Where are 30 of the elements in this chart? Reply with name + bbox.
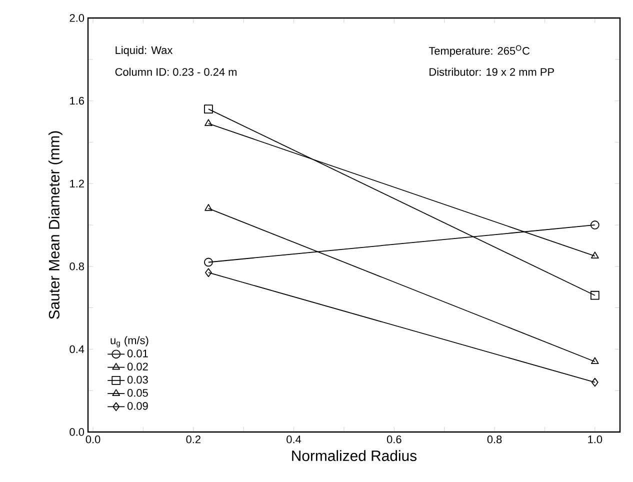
point	[205, 268, 212, 278]
x-tick-label: 0.2	[186, 436, 200, 444]
point	[590, 220, 600, 230]
legend-label: 0.02	[127, 362, 148, 370]
y-tick-label: 0.8	[70, 262, 84, 270]
x-tick-label: 0.4	[286, 436, 302, 444]
x-tick-label: 0.8	[487, 436, 502, 444]
point	[204, 258, 213, 267]
legend-title: u$_{g}$ (m/s)	[110, 336, 148, 348]
x-tick-label: 1.0	[588, 436, 602, 444]
legend-label: 0.01	[127, 350, 148, 358]
y-tick-label: 0.4	[70, 345, 84, 354]
legend-label: 0.09	[127, 402, 148, 410]
x-tick-label: 0.0	[86, 436, 100, 444]
point	[204, 104, 213, 114]
y-tick-label: 1.2	[70, 180, 84, 188]
point	[591, 378, 598, 387]
annotation: Column ID: 0.23 - 0.24 m	[115, 68, 236, 76]
annotation: Liquid: Wax	[116, 46, 173, 56]
y-axis-title: Sauter Mean Diameter (mm)	[48, 131, 62, 319]
annotation: Temperature: 265$^{O}$C	[428, 45, 530, 57]
legend-label: 0.05	[127, 388, 148, 397]
legend-label: 0.03	[127, 376, 148, 384]
y-tick-label: 0.0	[70, 428, 84, 436]
annotation: Distributor: 19 x 2 mm PP	[430, 68, 554, 76]
point	[590, 290, 600, 300]
x-tick-label: 0.6	[386, 436, 402, 444]
y-tick-label: 2.0	[70, 14, 84, 22]
x-axis-title: Normalized Radius	[292, 450, 417, 462]
y-tick-label: 1.6	[70, 96, 84, 105]
